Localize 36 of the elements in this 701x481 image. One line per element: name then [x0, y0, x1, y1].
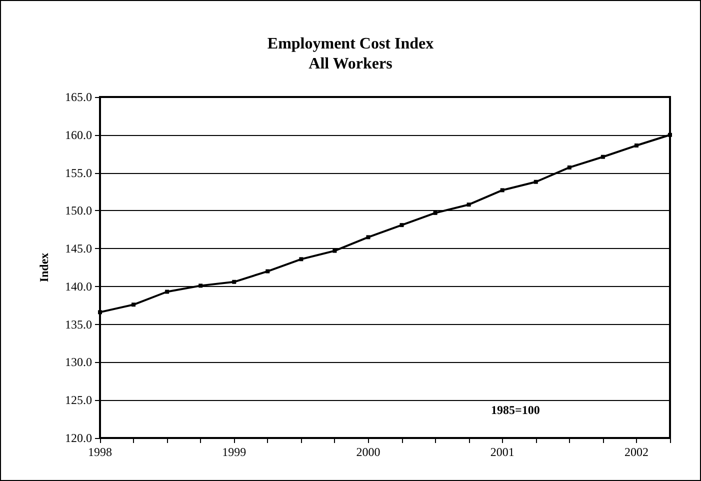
y-tick-label: 130.0 — [65, 355, 92, 370]
point — [332, 248, 337, 253]
x-tick-label: 1998 — [88, 445, 112, 459]
y-tick-label: 155.0 — [65, 166, 92, 180]
annotation: 1985=100 — [491, 403, 540, 417]
point — [466, 202, 471, 207]
y-tick-label: 140.0 — [65, 279, 92, 294]
x-tick-label: 1999 — [222, 445, 246, 459]
point — [400, 223, 404, 228]
x-tick-label: 2001 — [490, 445, 514, 459]
x-tick-label: 2002 — [624, 445, 648, 459]
point — [433, 210, 438, 215]
point — [668, 132, 672, 137]
point — [600, 154, 605, 159]
y-tick-label: 120.0 — [65, 431, 92, 445]
point — [567, 165, 572, 170]
point — [634, 144, 638, 148]
y-tick-label: 160.0 — [65, 128, 92, 142]
point — [132, 302, 136, 307]
y-tick-label: 165.0 — [65, 90, 92, 104]
y-tick-label: 150.0 — [65, 204, 92, 218]
point — [366, 235, 370, 240]
chart-title: Employment Cost Index All Workers — [267, 36, 434, 72]
point — [165, 290, 170, 294]
y-axis-title: Index — [37, 252, 51, 282]
point — [500, 188, 504, 192]
y-tick-label: 125.0 — [65, 393, 92, 408]
y-tick-label: 145.0 — [65, 242, 92, 256]
point — [534, 180, 538, 184]
y-tick-label: 135.0 — [65, 317, 92, 332]
point — [98, 310, 102, 314]
point — [232, 280, 236, 284]
point — [266, 269, 270, 274]
point — [198, 284, 203, 288]
x-tick-label: 2000 — [356, 445, 380, 459]
point — [299, 257, 304, 262]
